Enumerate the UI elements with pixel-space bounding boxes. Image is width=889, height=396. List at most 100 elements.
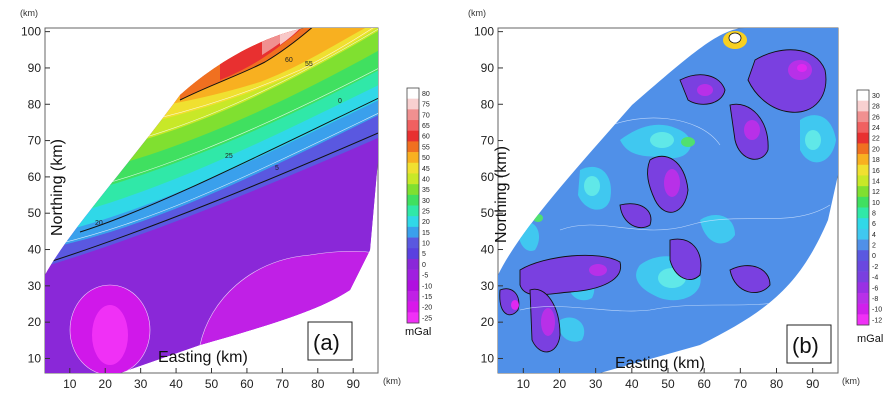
panel-a-tag: (a) bbox=[313, 330, 340, 355]
colorbar-tick-label: 18 bbox=[872, 157, 880, 164]
colorbar-tick-label: 65 bbox=[422, 123, 430, 130]
colorbar-swatch bbox=[857, 132, 869, 144]
y-tick-label: 80 bbox=[28, 97, 42, 111]
panel-b-xlabel: Easting (km) bbox=[615, 355, 705, 372]
x-tick-label: 80 bbox=[311, 377, 325, 391]
colorbar-swatch bbox=[407, 258, 419, 270]
x-tick-label: 70 bbox=[276, 377, 290, 391]
panel-b-y-unit: (km) bbox=[468, 8, 486, 18]
y-tick-label: 10 bbox=[481, 351, 495, 365]
y-tick-label: 100 bbox=[474, 25, 494, 39]
x-tick-label: 40 bbox=[169, 377, 183, 391]
colorbar-swatch bbox=[407, 280, 419, 292]
x-tick-label: 10 bbox=[517, 377, 531, 391]
colorbar-swatch bbox=[857, 314, 869, 326]
colorbar-swatch bbox=[857, 260, 869, 272]
colorbar-swatch bbox=[407, 301, 419, 313]
colorbar-tick-label: 5 bbox=[422, 251, 426, 258]
colorbar-tick-label: 25 bbox=[422, 209, 430, 216]
x-tick-label: 20 bbox=[99, 377, 113, 391]
colorbar-tick-label: 70 bbox=[422, 112, 430, 119]
colorbar-swatch bbox=[857, 239, 869, 251]
x-tick-label: 90 bbox=[806, 377, 820, 391]
colorbar-tick-label: 10 bbox=[422, 241, 430, 248]
colorbar-tick-label: 60 bbox=[422, 134, 430, 141]
x-tick-label: 90 bbox=[347, 377, 361, 391]
panel-a-y-ticks: 10 20 30 40 50 60 70 80 90 100 bbox=[21, 25, 50, 365]
colorbar-swatch bbox=[857, 250, 869, 262]
y-tick-label: 60 bbox=[28, 170, 42, 184]
panel-a-xlabel: Easting (km) bbox=[158, 349, 248, 366]
colorbar-tick-label: -15 bbox=[422, 294, 432, 301]
colorbar-tick-label: 22 bbox=[872, 136, 880, 143]
colorbar-tick-label: -20 bbox=[422, 305, 432, 312]
colorbar-tick-label: 30 bbox=[872, 93, 880, 100]
colorbar-swatch bbox=[407, 290, 419, 302]
contour-label: 60 bbox=[285, 57, 293, 64]
panel-a-ylabel: Northing (km) bbox=[49, 139, 66, 236]
colorbar-tick-label: -12 bbox=[872, 317, 882, 324]
colorbar-tick-label: -25 bbox=[422, 315, 432, 322]
colorbar-swatch bbox=[857, 292, 869, 304]
colorbar-tick-label: -10 bbox=[422, 283, 432, 290]
colorbar-tick-label: 0 bbox=[872, 253, 876, 260]
x-tick-label: 30 bbox=[589, 377, 603, 391]
colorbar-swatch bbox=[407, 120, 419, 132]
colorbar-swatch bbox=[857, 218, 869, 230]
colorbar-tick-label: -4 bbox=[872, 275, 878, 282]
colorbar-tick-label: 26 bbox=[872, 114, 880, 121]
panel-a-tag-box bbox=[307, 321, 353, 361]
panel-b-ylabel: Northing (km) bbox=[493, 146, 510, 243]
colorbar-swatch bbox=[857, 90, 869, 101]
colorbar-swatch bbox=[857, 122, 869, 134]
contour-label: 55 bbox=[305, 61, 313, 68]
colorbar-tick-label: 50 bbox=[422, 155, 430, 162]
colorbar-tick-label: 16 bbox=[872, 168, 880, 175]
colorbar-swatch bbox=[407, 184, 419, 196]
colorbar-swatch bbox=[407, 205, 419, 217]
x-tick-label: 40 bbox=[625, 377, 639, 391]
colorbar-tick-label: 20 bbox=[422, 219, 430, 226]
y-tick-label: 90 bbox=[28, 61, 42, 75]
colorbar-tick-label: 6 bbox=[872, 221, 876, 228]
panel-a-x-ticks: 10 20 30 40 50 60 70 80 90 bbox=[63, 368, 360, 391]
y-tick-label: 100 bbox=[21, 25, 41, 39]
colorbar-tick-label: 80 bbox=[422, 91, 430, 98]
x-tick-label: 20 bbox=[553, 377, 567, 391]
y-tick-label: 80 bbox=[481, 97, 495, 111]
colorbar-swatch bbox=[857, 100, 869, 112]
colorbar-swatch bbox=[857, 111, 869, 123]
panel-a-y-unit: (km) bbox=[20, 8, 38, 18]
colorbar-swatch bbox=[407, 226, 419, 238]
colorbar-tick-label: 20 bbox=[872, 146, 880, 153]
panel-a-colorbar: 80757065605550454035302520151050-5-10-15… bbox=[406, 87, 432, 324]
contour-label: 20 bbox=[95, 220, 103, 227]
colorbar-swatch bbox=[407, 216, 419, 228]
panel-b-colorbar-unit: mGal bbox=[857, 333, 883, 345]
x-tick-label: 30 bbox=[134, 377, 148, 391]
y-tick-label: 40 bbox=[481, 243, 495, 257]
panel-b-tag-box bbox=[786, 324, 832, 364]
panel-b-colorbar: 302826242220181614121086420-2-4-6-8-10-1… bbox=[856, 89, 882, 326]
colorbar-swatch bbox=[857, 186, 869, 198]
colorbar-swatch bbox=[857, 175, 869, 187]
x-tick-label: 80 bbox=[770, 377, 784, 391]
y-tick-label: 20 bbox=[481, 315, 495, 329]
colorbar-swatch bbox=[407, 88, 419, 99]
y-tick-label: 60 bbox=[481, 170, 495, 184]
x-tick-label: 70 bbox=[734, 377, 748, 391]
y-tick-label: 30 bbox=[28, 279, 42, 293]
colorbar-swatch bbox=[407, 269, 419, 281]
y-tick-label: 10 bbox=[28, 351, 42, 365]
y-tick-label: 70 bbox=[28, 134, 42, 148]
contour-label: 25 bbox=[225, 153, 233, 160]
colorbar-tick-label: 24 bbox=[872, 125, 880, 132]
colorbar-tick-label: 35 bbox=[422, 187, 430, 194]
y-tick-label: 90 bbox=[481, 61, 495, 75]
colorbar-swatch bbox=[857, 207, 869, 219]
colorbar-tick-label: 4 bbox=[872, 232, 876, 239]
x-tick-label: 50 bbox=[205, 377, 219, 391]
colorbar-tick-label: 45 bbox=[422, 166, 430, 173]
